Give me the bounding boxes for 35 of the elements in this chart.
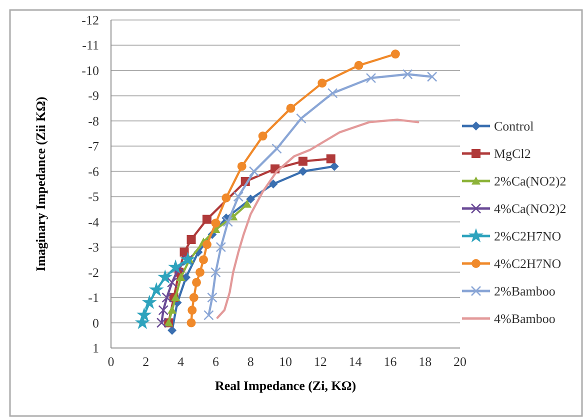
- legend-label: 4%C2H7NO: [494, 256, 562, 271]
- legend-label: 2%Bamboo: [494, 284, 556, 298]
- y-tick-label: 1: [92, 340, 99, 356]
- y-tick-label: -8: [88, 113, 99, 128]
- legend-label: 2%Ca(NO2)2: [494, 174, 566, 188]
- y-tick-label: -2: [88, 264, 99, 280]
- y-tick-label: -12: [82, 12, 99, 28]
- x-tick-label: 4: [178, 354, 185, 369]
- y-tick-label: -3: [88, 240, 99, 255]
- y-axis-title: Imaginary Impedance (Zii KΩ): [33, 96, 48, 272]
- x-tick-label: 2: [142, 354, 150, 369]
- x-tick-label: 20: [454, 354, 466, 369]
- y-tick-label: -1: [88, 290, 99, 306]
- x-tick-label: 8: [247, 354, 254, 369]
- legend-label: 4%Bamboo: [494, 311, 556, 326]
- y-tick-label: -5: [88, 189, 99, 204]
- legend-label: 4%Ca(NO2)2: [494, 201, 566, 216]
- legend-label: MgCl2: [494, 146, 531, 161]
- legend-label: 2%C2H7NO: [494, 228, 562, 244]
- y-tick-label: -10: [82, 62, 99, 78]
- y-tick-label: -6: [88, 164, 100, 179]
- legend-label: Control: [494, 118, 534, 134]
- x-tick-label: 6: [212, 354, 220, 369]
- y-tick-label: -9: [88, 88, 99, 104]
- x-tick-label: 16: [384, 354, 398, 369]
- x-tick-label: 0: [108, 354, 114, 369]
- y-tick-label: -7: [88, 138, 100, 154]
- y-tick-label: 0: [92, 315, 99, 330]
- y-tick-label: -11: [82, 38, 99, 53]
- x-axis-title: Real Impedance (Zi, KΩ): [214, 378, 356, 393]
- x-tick-label: 18: [418, 354, 432, 369]
- y-tick-label: -4: [88, 214, 100, 230]
- x-tick-label: 10: [279, 354, 292, 369]
- x-tick-label: 14: [348, 354, 362, 369]
- x-tick-label: 12: [314, 354, 327, 369]
